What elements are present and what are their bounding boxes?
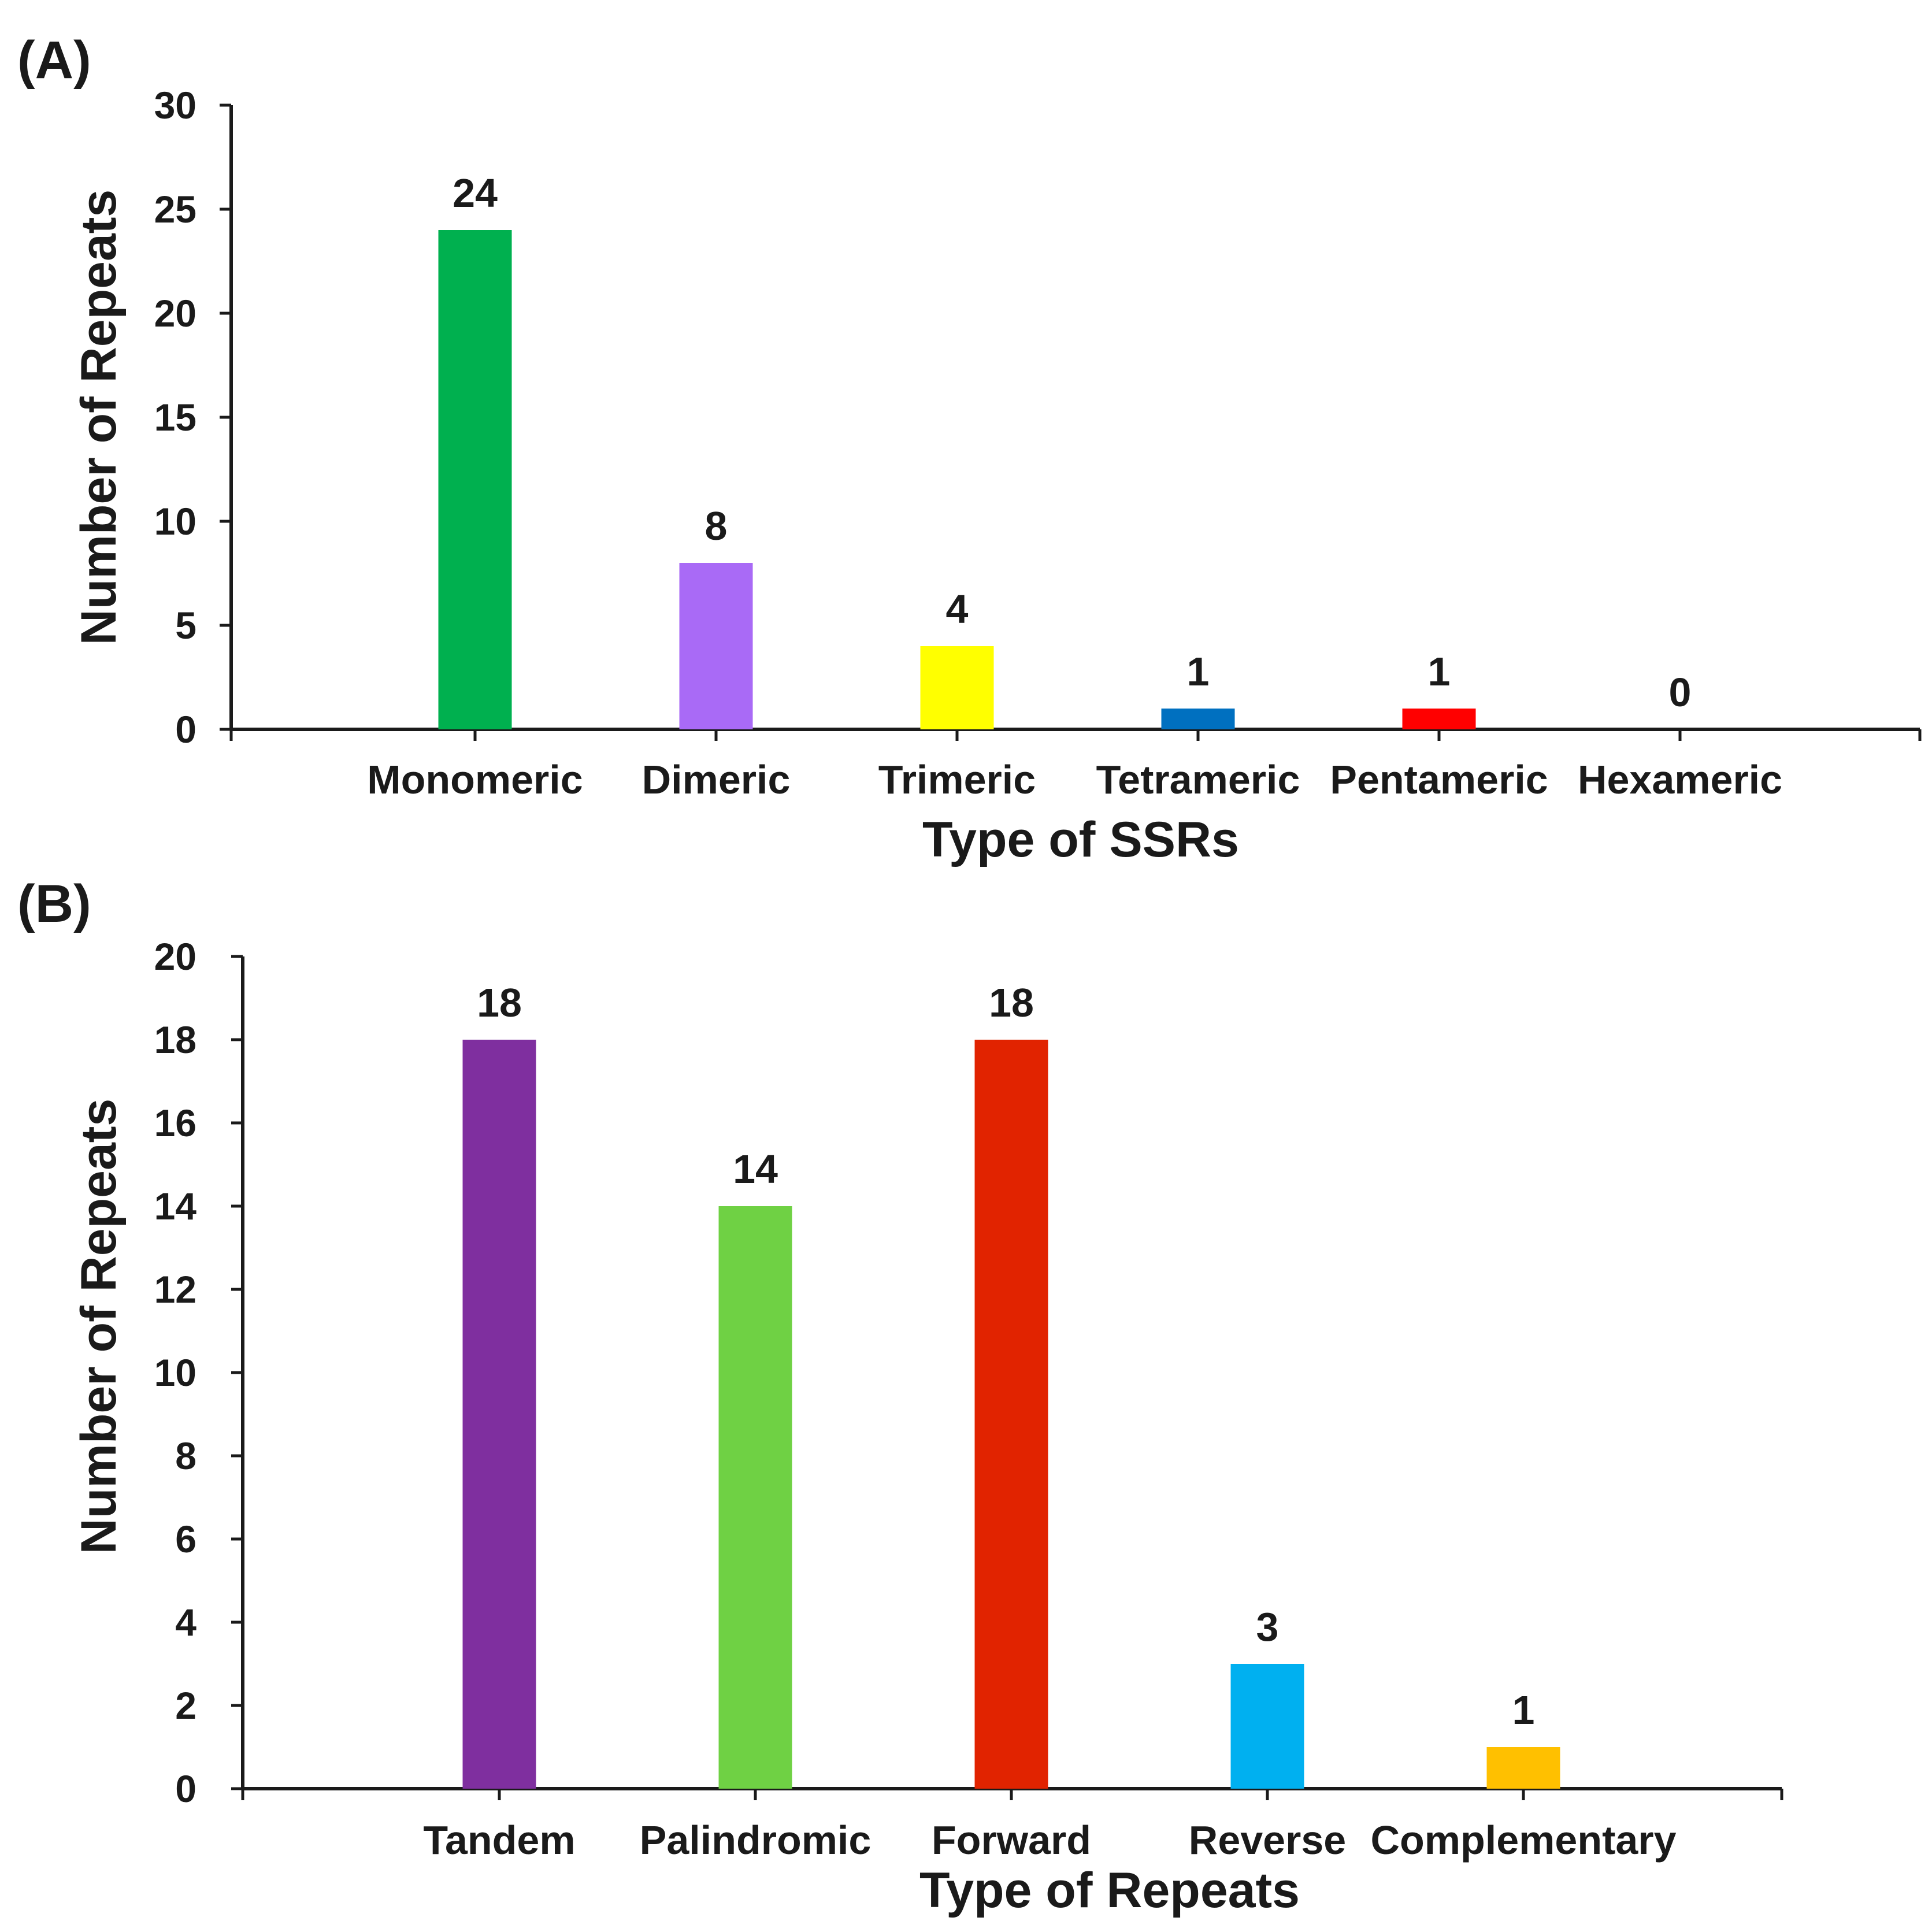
bar-forward [974, 1040, 1048, 1789]
y-tick-label: 2 [175, 1684, 196, 1727]
bar-palindromic [718, 1206, 792, 1789]
data-label-hexameric: 0 [1669, 670, 1692, 715]
bar-tandem [462, 1040, 536, 1789]
y-tick-label: 8 [175, 1434, 196, 1477]
panel-b: (B) 0 2 4 6 8 10 12 14 16 18 20 18 Tandem 14 Palindromi… [17, 874, 1783, 1918]
category-label-pentameric: Pentameric [1330, 757, 1548, 802]
category-label-forward: Forward [932, 1818, 1091, 1863]
y-tick-label: 18 [154, 1018, 196, 1061]
category-label-monomeric: Monomeric [367, 757, 583, 802]
y-tick-label: 30 [154, 84, 196, 127]
y-tick-label: 5 [175, 604, 196, 647]
bar-monomeric [438, 230, 512, 729]
data-label-reverse: 3 [1256, 1604, 1279, 1649]
category-label-reverse: Reverse [1189, 1818, 1346, 1863]
bar-reverse [1230, 1664, 1304, 1789]
bar-dimeric [679, 563, 753, 729]
y-tick-label: 20 [154, 935, 196, 978]
y-tick-label: 16 [154, 1102, 196, 1144]
data-label-tetrameric: 1 [1187, 649, 1210, 694]
category-label-trimeric: Trimeric [878, 757, 1036, 802]
y-tick-label: 12 [154, 1268, 196, 1311]
data-label-complementary: 1 [1512, 1688, 1535, 1733]
data-label-dimeric: 8 [705, 503, 728, 548]
panel-a: (A)05101520253024Monomeric8Dimeric4Trime… [17, 31, 1922, 867]
y-tick-label: 14 [154, 1185, 197, 1228]
panel-label: (B) [17, 874, 91, 933]
category-label-dimeric: Dimeric [642, 757, 791, 802]
y-tick-label: 20 [154, 292, 196, 335]
category-label-tandem: Tandem [423, 1818, 575, 1863]
y-tick-label: 0 [175, 1767, 196, 1810]
data-label-pentameric: 1 [1428, 649, 1451, 694]
y-tick-label: 6 [175, 1518, 196, 1560]
x-axis-title: Type of SSRs [922, 812, 1239, 867]
data-label-palindromic: 14 [733, 1147, 778, 1192]
data-label-trimeric: 4 [946, 587, 969, 632]
bar-complementary [1486, 1747, 1560, 1789]
y-tick-label: 15 [154, 396, 196, 439]
y-tick-label: 10 [154, 500, 196, 543]
bar-tetrameric [1161, 709, 1235, 729]
y-axis-title: Number of Repeats [71, 190, 127, 646]
x-axis-title: Type of Repeats [919, 1863, 1300, 1918]
y-axis-title: Number of Repeats [71, 1099, 127, 1555]
category-label-hexameric: Hexameric [1578, 757, 1782, 802]
y-tick-label: 10 [154, 1351, 196, 1394]
category-label-complementary: Complementary [1370, 1818, 1676, 1863]
data-label-tandem: 18 [477, 980, 522, 1025]
data-label-monomeric: 24 [453, 170, 498, 216]
bar-trimeric [920, 646, 994, 729]
y-tick-label: 4 [175, 1601, 196, 1644]
bar-pentameric [1402, 709, 1476, 729]
data-label-forward: 18 [989, 980, 1034, 1025]
category-label-tetrameric: Tetrameric [1096, 757, 1300, 802]
category-label-palindromic: Palindromic [640, 1818, 872, 1863]
panel-label: (A) [17, 31, 91, 90]
y-tick-label: 0 [175, 708, 196, 751]
y-tick-label: 25 [154, 188, 196, 231]
